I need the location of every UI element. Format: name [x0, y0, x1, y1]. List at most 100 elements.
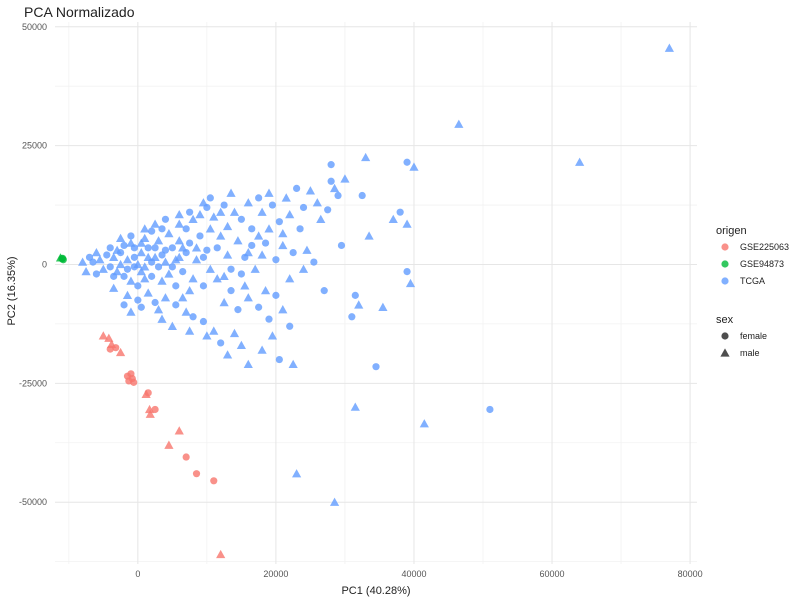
data-point	[209, 326, 219, 335]
data-point	[182, 453, 190, 461]
data-point	[312, 198, 322, 207]
data-point	[205, 264, 215, 273]
data-point	[206, 194, 214, 202]
data-point	[143, 288, 153, 297]
data-point	[302, 245, 312, 254]
data-point	[179, 268, 187, 276]
data-point	[172, 282, 180, 290]
data-point	[106, 345, 114, 353]
data-point	[174, 209, 184, 219]
data-point	[278, 228, 288, 238]
data-point	[160, 257, 171, 266]
data-point	[148, 272, 156, 280]
data-point	[186, 208, 194, 216]
x-tick-label: 20000	[263, 569, 288, 579]
data-point	[289, 248, 297, 257]
data-point	[329, 183, 340, 193]
legend-key-shape	[721, 332, 729, 340]
data-point	[85, 253, 94, 261]
data-point	[151, 298, 159, 307]
data-point	[98, 331, 108, 340]
data-point	[199, 253, 208, 261]
data-point	[144, 404, 155, 414]
data-point	[229, 207, 240, 216]
legend-key-shape	[720, 348, 730, 357]
data-point	[186, 239, 194, 247]
legend-title: origen	[716, 225, 747, 237]
data-point	[178, 293, 188, 302]
data-point	[78, 257, 88, 266]
data-point	[334, 191, 342, 200]
data-point	[402, 219, 412, 228]
data-point	[213, 244, 221, 252]
data-point	[199, 317, 208, 326]
data-point	[299, 203, 308, 212]
data-point	[275, 355, 283, 364]
data-point	[216, 231, 226, 240]
data-point	[324, 206, 332, 214]
legend-key-color	[721, 260, 729, 268]
data-point	[148, 227, 156, 235]
data-point	[168, 263, 176, 271]
data-point	[154, 263, 163, 271]
data-point	[174, 219, 184, 228]
data-point	[115, 233, 126, 243]
data-point	[126, 276, 136, 285]
data-point	[151, 244, 159, 252]
x-axis-ticks: 0 20000 40000 60000 80000	[135, 569, 702, 579]
data-point	[265, 315, 273, 323]
data-point	[257, 250, 267, 259]
data-point	[243, 293, 253, 302]
data-point	[112, 245, 122, 254]
data-point	[58, 254, 67, 262]
data-point	[157, 314, 167, 323]
data-point	[222, 350, 233, 359]
data-point	[168, 244, 176, 252]
data-point	[112, 344, 120, 352]
data-point	[234, 306, 242, 314]
data-point	[268, 201, 277, 209]
data-point	[158, 251, 166, 259]
data-point	[192, 470, 201, 478]
y-axis-ticks: -50000 -25000 0 25000 50000	[19, 22, 47, 507]
x-tick-label: 40000	[401, 569, 426, 579]
data-point	[454, 119, 464, 128]
data-point	[188, 214, 198, 223]
data-point	[236, 340, 246, 349]
legend-label: GSE225063	[740, 242, 789, 252]
data-point	[174, 252, 184, 262]
data-point	[275, 218, 283, 226]
data-point	[120, 301, 128, 309]
data-point	[243, 247, 253, 257]
y-tick-label: -25000	[19, 378, 47, 388]
data-point	[388, 214, 398, 223]
data-point	[348, 313, 356, 321]
data-point	[229, 328, 240, 338]
data-point	[261, 239, 270, 247]
legend-label: female	[740, 331, 767, 341]
data-point	[140, 224, 150, 233]
data-point	[227, 287, 235, 295]
data-point	[115, 259, 126, 269]
data-point	[144, 244, 152, 252]
data-point	[134, 282, 142, 290]
data-point	[222, 250, 233, 259]
data-point	[272, 256, 280, 264]
data-point	[340, 174, 350, 183]
data-point	[110, 272, 118, 280]
y-tick-label: 0	[42, 259, 47, 269]
data-point	[354, 300, 364, 309]
data-point	[209, 212, 219, 221]
data-point	[109, 283, 119, 292]
data-point	[664, 43, 674, 52]
grid-lines	[55, 22, 697, 564]
data-point	[226, 188, 236, 197]
data-points	[55, 43, 674, 559]
data-point	[203, 246, 211, 254]
data-point	[182, 225, 190, 233]
data-point	[198, 198, 209, 207]
data-point	[125, 377, 133, 385]
data-point	[286, 322, 294, 330]
data-point	[293, 184, 301, 193]
